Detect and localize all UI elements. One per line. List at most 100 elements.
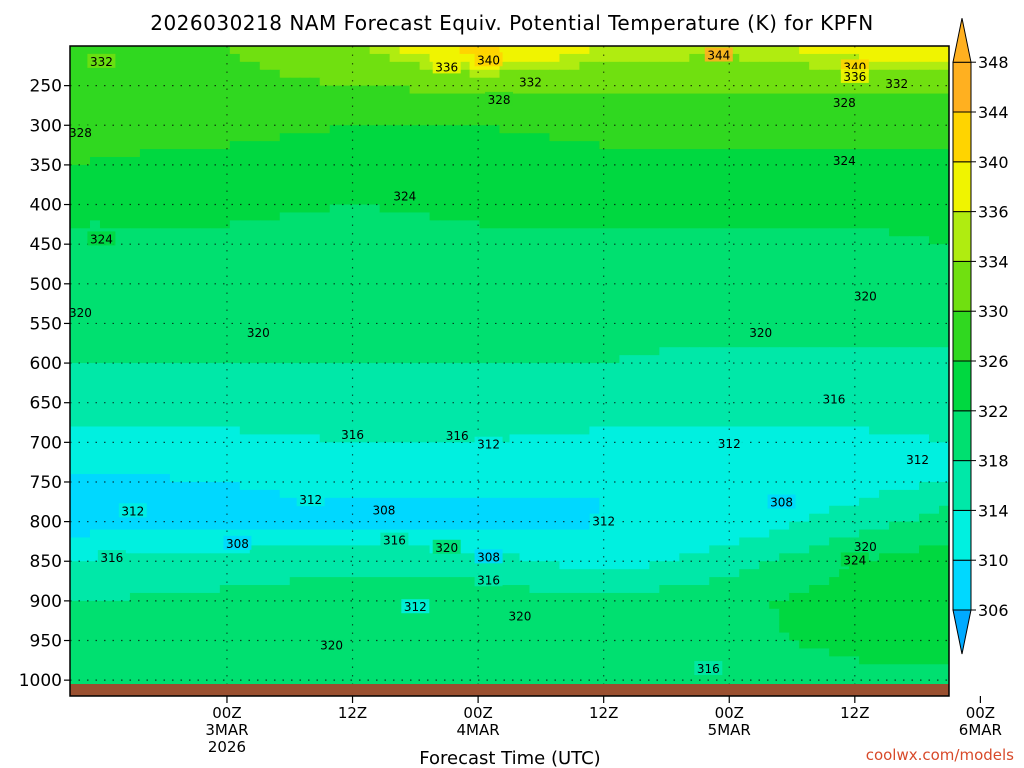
field-cell: [369, 339, 381, 348]
field-cell: [899, 109, 910, 118]
field-cell: [149, 212, 161, 221]
field-cell: [159, 77, 171, 87]
field-cell: [689, 371, 700, 380]
field-cell: [849, 418, 860, 428]
field-cell: [859, 323, 870, 332]
field-cell: [639, 355, 650, 364]
field-cell: [399, 267, 411, 277]
field-cell: [319, 133, 331, 142]
field-cell: [509, 228, 521, 237]
field-cell: [749, 291, 760, 301]
field-cell: [619, 410, 630, 420]
field-cell: [269, 489, 281, 499]
field-cell: [639, 489, 650, 499]
field-cell: [239, 299, 251, 309]
field-cell: [219, 418, 231, 428]
field-cell: [389, 466, 401, 475]
field-cell: [219, 212, 231, 221]
field-cell: [809, 260, 820, 269]
field-cell: [729, 109, 740, 118]
field-cell: [359, 53, 371, 63]
field-cell: [709, 481, 720, 491]
field-cell: [659, 283, 670, 293]
field-cell: [689, 339, 700, 348]
field-cell: [149, 228, 161, 237]
field-cell: [889, 434, 900, 443]
field-cell: [89, 347, 101, 356]
field-cell: [279, 196, 291, 206]
field-cell: [819, 172, 830, 182]
field-cell: [219, 474, 231, 483]
field-cell: [209, 101, 221, 111]
field-cell: [809, 212, 820, 221]
field-cell: [289, 228, 301, 237]
field-cell: [899, 172, 910, 182]
field-cell: [929, 196, 940, 206]
field-cell: [219, 252, 231, 261]
field-cell: [889, 339, 900, 348]
field-cell: [579, 307, 591, 317]
field-cell: [669, 267, 680, 277]
field-cell: [109, 109, 121, 118]
field-cell: [629, 402, 640, 412]
field-cell: [79, 93, 91, 103]
field-cell: [649, 394, 660, 404]
field-cell: [369, 85, 381, 95]
field-cell: [649, 93, 660, 103]
field-cell: [399, 156, 411, 166]
field-cell: [909, 204, 920, 214]
field-cell: [789, 117, 800, 126]
field-cell: [819, 481, 830, 491]
field-cell: [389, 220, 401, 229]
field-cell: [589, 141, 600, 150]
field-cell: [619, 228, 630, 237]
field-cell: [649, 228, 660, 237]
field-cell: [699, 156, 710, 166]
field-cell: [859, 53, 870, 63]
field-cell: [599, 434, 610, 443]
field-cell: [939, 53, 949, 63]
field-cell: [779, 93, 790, 103]
field-cell: [139, 204, 151, 214]
field-cell: [829, 267, 840, 277]
field-cell: [70, 236, 81, 245]
field-cell: [269, 156, 281, 166]
field-cell: [259, 466, 271, 475]
field-cell: [459, 109, 471, 118]
field-cell: [599, 363, 610, 372]
field-cell: [799, 331, 810, 340]
field-cell: [939, 307, 949, 317]
field-cell: [679, 228, 690, 237]
field-cell: [129, 331, 141, 340]
field-cell: [909, 77, 920, 87]
field-cell: [729, 61, 740, 71]
field-cell: [319, 149, 331, 158]
field-cell: [869, 260, 880, 269]
field-cell: [419, 252, 431, 261]
field-cell: [769, 315, 780, 325]
field-cell: [549, 77, 561, 87]
field-cell: [319, 442, 331, 451]
field-cell: [619, 458, 630, 467]
field-cell: [289, 442, 301, 451]
field-cell: [229, 101, 241, 111]
field-cell: [119, 466, 131, 475]
field-cell: [699, 378, 710, 388]
field-cell: [689, 434, 700, 443]
field-cell: [789, 355, 800, 364]
field-cell: [729, 386, 740, 396]
field-cell: [119, 164, 131, 174]
field-cell: [499, 260, 511, 269]
field-cell: [399, 339, 411, 348]
field-cell: [229, 489, 241, 499]
field-cell: [409, 61, 421, 71]
field-cell: [689, 410, 700, 420]
field-cell: [599, 410, 610, 420]
field-cell: [259, 291, 271, 301]
field-cell: [189, 260, 201, 269]
field-cell: [909, 196, 920, 206]
field-cell: [339, 315, 351, 325]
field-cell: [809, 204, 820, 214]
field-cell: [939, 188, 949, 198]
field-cell: [419, 77, 431, 87]
